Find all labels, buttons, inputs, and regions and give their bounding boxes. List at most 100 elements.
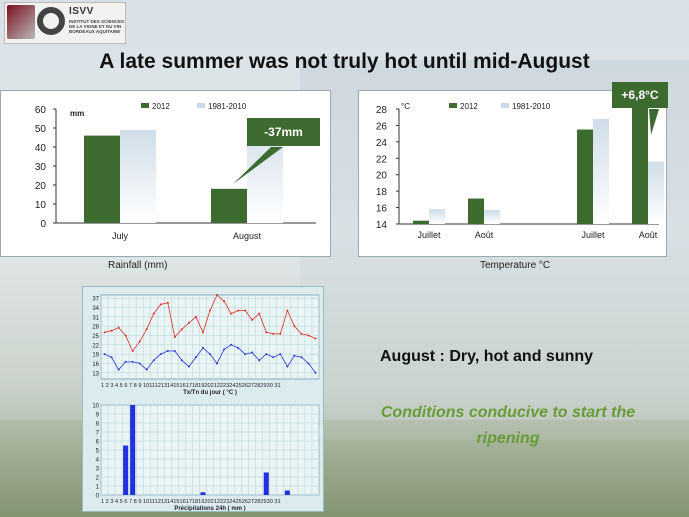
point-Tx: [152, 312, 155, 315]
x-tick-label: Juillet: [417, 230, 441, 240]
temp-y-tick-label: 28: [92, 325, 99, 331]
temp-day-labels: 1 2 3 4 5 6 7 8 9 1011121314151617181920…: [101, 383, 281, 389]
point-Tn: [145, 368, 148, 371]
point-Tx: [131, 350, 134, 352]
slide-title: A late summer was not truly hot until mi…: [99, 50, 590, 73]
summary-text: August : Dry, hot and sunny: [380, 348, 594, 365]
point-Tx: [272, 332, 275, 335]
point-Tn: [187, 365, 190, 368]
point-Tx: [117, 326, 120, 329]
x-tick-label: July: [112, 231, 129, 241]
unit-label: mm: [70, 109, 84, 118]
point-Tx: [166, 301, 169, 304]
legend-label: 1981-2010: [512, 102, 551, 111]
point-Tx: [110, 329, 113, 332]
point-Tn: [272, 356, 275, 359]
legend-swatch: [449, 103, 457, 108]
temperature-chart-panel: 14 16 18 20 22 24 26 28 °C 2012 1981-2010 Juillet Ao…: [358, 90, 667, 257]
temp-y-tick-label: 22: [92, 343, 99, 349]
point-Tn: [194, 356, 197, 359]
point-Tn: [166, 350, 169, 352]
temp-y-tick-label: 31: [92, 315, 99, 321]
rain-y-tick-label: 7: [96, 431, 100, 437]
point-Tx: [194, 315, 197, 318]
rain-y-tick-label: 3: [96, 467, 100, 473]
bar-2012-Juillet: [413, 220, 429, 224]
point-Tx: [209, 309, 211, 312]
point-Tn: [286, 365, 289, 368]
temp-y-tick-label: 25: [92, 334, 99, 340]
legend-swatch: [141, 103, 149, 108]
point-Tn: [251, 351, 254, 354]
logo-mark-icon: [7, 5, 35, 39]
temp-y-tick-label: 13: [92, 371, 99, 377]
point-Tn: [201, 346, 204, 349]
rain-y-tick-label: 6: [96, 440, 100, 446]
x-tick-label: August: [233, 231, 262, 241]
rain-bar-day-24: [263, 472, 269, 495]
rainfall-caption: Rainfall (mm): [108, 260, 168, 271]
point-Tx: [173, 336, 176, 338]
y-tick-label: 20: [35, 181, 47, 192]
point-Tx: [237, 309, 240, 312]
point-Tx: [314, 337, 317, 340]
point-Tn: [110, 356, 113, 359]
unit-label: °C: [401, 102, 410, 111]
bar-2012-Août: [468, 198, 484, 224]
point-Tx: [286, 309, 289, 312]
logo-subtitle: INSTITUT DES SCIENCES DE LA VIGNE ET DU …: [69, 19, 125, 34]
point-Tx: [258, 312, 261, 315]
point-Tx: [187, 322, 190, 324]
rain-bar-day-27: [284, 490, 290, 495]
header: ISVV INSTITUT DES SCIENCES DE LA VIGNE E…: [0, 0, 689, 44]
point-Tn: [293, 354, 296, 357]
point-Tx: [265, 331, 268, 334]
point-Tx: [244, 309, 247, 312]
temperature-chart: 14 16 18 20 22 24 26 28 °C 2012 1981-2010 Juillet Ao…: [376, 102, 664, 240]
weather-panel: 37 34 31 28 25 22 19 16 13 1 2 3 4 5 6 7 8 9 1011…: [82, 286, 324, 512]
rain-y-tick-label: 1: [96, 485, 100, 491]
point-Tn: [103, 353, 106, 356]
rain-y-tick-label: 9: [96, 413, 100, 419]
bar-1981-2010-July: [120, 129, 156, 223]
point-Tx: [180, 328, 183, 331]
callout-pointer: [233, 147, 283, 184]
y-tick-label: 10: [35, 200, 47, 211]
rain-bar-day-15: [200, 492, 206, 495]
y-tick-label: 24: [376, 138, 388, 149]
temp-axis-label: Tx/Tn du jour ( °C ): [183, 390, 237, 396]
point-Tx: [201, 331, 204, 334]
point-Tx: [159, 303, 162, 306]
point-Tn: [265, 353, 268, 356]
x-tick-label: Juillet: [581, 230, 605, 240]
point-Tx: [307, 334, 310, 337]
point-Tx: [300, 332, 303, 335]
point-Tn: [124, 360, 127, 363]
bar-1981-2010-Juillet: [429, 209, 445, 224]
y-tick-label: 50: [35, 124, 47, 135]
legend-label: 2012: [152, 102, 170, 111]
point-Tn: [258, 359, 261, 362]
point-Tx: [251, 318, 254, 321]
point-Tn: [173, 350, 176, 352]
y-tick-label: 16: [376, 204, 388, 215]
callout-pointer: [649, 109, 659, 135]
rain-y-tick-label: 2: [96, 476, 100, 482]
point-Tn: [279, 353, 282, 356]
rain-bar-day-5: [130, 405, 136, 495]
y-tick-label: 26: [376, 121, 388, 132]
point-Tx: [216, 294, 219, 296]
rain-day-labels: 1 2 3 4 5 6 7 8 9 1011121314151617181920…: [101, 499, 281, 505]
legend-label: 1981-2010: [208, 102, 247, 111]
point-Tn: [223, 348, 226, 351]
rainfall-chart: 0 10 20 30 40 50 60 mm 2012 1981-2010 July August: [35, 102, 316, 241]
temp-y-tick-label: 19: [92, 353, 99, 359]
point-Tn: [307, 362, 310, 365]
bar-2012-July: [84, 135, 120, 223]
point-Tx: [103, 331, 106, 334]
point-Tn: [237, 346, 240, 349]
temp-grid-bg: [100, 294, 320, 380]
rain-y-tick-label: 4: [96, 458, 100, 464]
legend-label: 2012: [460, 102, 478, 111]
